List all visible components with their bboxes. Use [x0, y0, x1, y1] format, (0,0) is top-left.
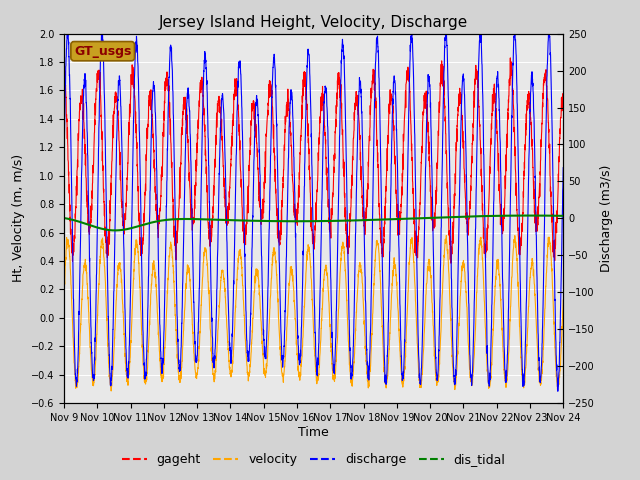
Legend: gageht, velocity, discharge, dis_tidal: gageht, velocity, discharge, dis_tidal	[116, 448, 511, 471]
Title: Jersey Island Height, Velocity, Discharge: Jersey Island Height, Velocity, Discharg…	[159, 15, 468, 30]
Y-axis label: Ht, Velocity (m, m/s): Ht, Velocity (m, m/s)	[12, 155, 25, 282]
Y-axis label: Discharge (m3/s): Discharge (m3/s)	[600, 165, 613, 272]
X-axis label: Time: Time	[298, 426, 329, 439]
Text: GT_usgs: GT_usgs	[74, 45, 131, 58]
